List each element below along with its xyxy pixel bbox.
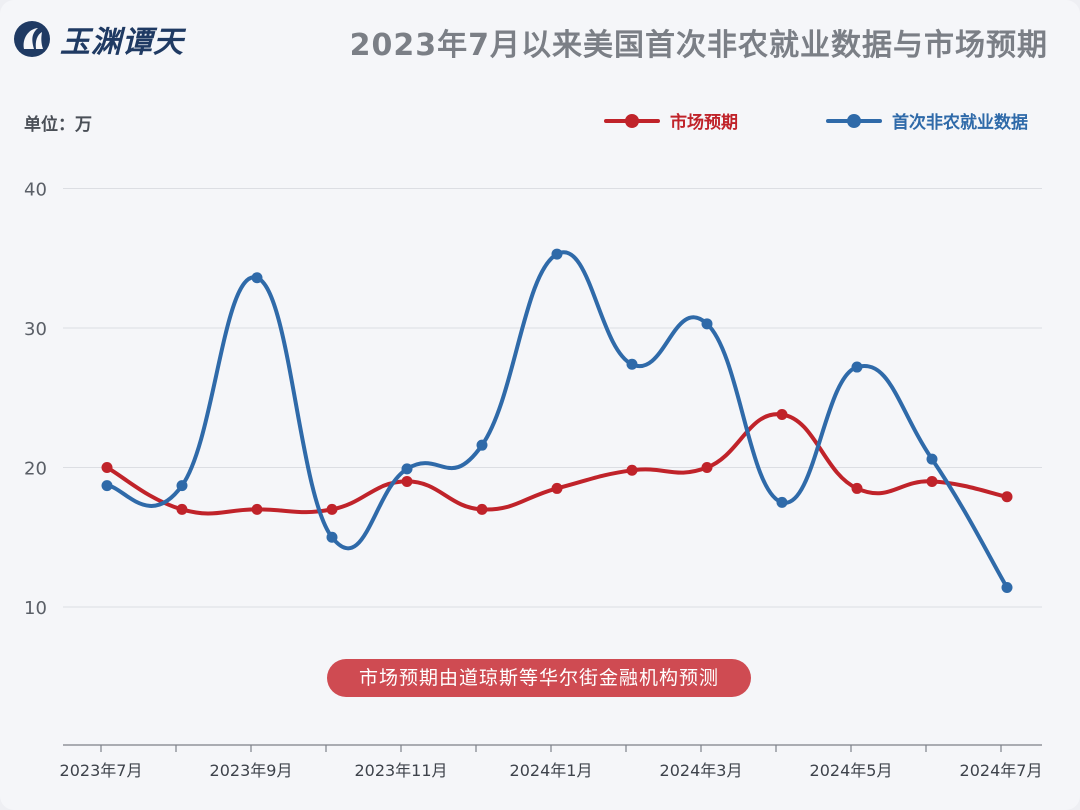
data-point-actual (326, 531, 338, 543)
x-tick-label: 2023年9月 (210, 761, 293, 780)
y-tick-label: 10 (24, 598, 47, 619)
legend-item-actual: 首次非农就业数据 (826, 108, 1028, 133)
data-point-expect (326, 503, 338, 515)
data-point-actual (851, 361, 863, 373)
data-point-actual (176, 480, 188, 492)
data-point-expect (926, 475, 938, 487)
data-point-expect (101, 462, 113, 473)
legend-swatch-expect (604, 113, 660, 128)
data-point-expect (851, 482, 863, 494)
chart-title: 2023年7月以来美国首次非农就业数据与市场预期 (349, 28, 1048, 63)
series-line-expect (105, 412, 1009, 516)
data-point-expect (776, 408, 788, 420)
x-tick-label: 2024年7月 (960, 761, 1043, 780)
y-tick-label: 30 (24, 319, 47, 340)
x-tick-label: 2023年7月 (60, 761, 143, 780)
data-point-actual (626, 358, 638, 370)
y-tick-label: 20 (24, 459, 47, 480)
data-point-actual (1001, 581, 1013, 593)
brand-name: 玉渊谭天 (60, 25, 184, 60)
data-point-actual (926, 453, 938, 465)
unit-label: 单位：万 (24, 115, 92, 135)
data-point-expect (701, 462, 713, 473)
data-point-actual (101, 480, 113, 492)
data-point-expect (476, 503, 488, 515)
brand-emblem-icon (14, 21, 50, 57)
source-note: 市场预期由道琼斯等华尔街金融机构预测 (327, 659, 751, 697)
x-tick-label: 2023年11月 (354, 761, 447, 780)
series-points (101, 248, 1013, 593)
x-axis: 2023年7月 2023年9月 2023年11月 2024年1月 2024年3月 2024… (60, 744, 1043, 780)
legend-swatch-actual (826, 113, 882, 128)
data-point-actual (251, 272, 263, 284)
data-point-actual (401, 463, 413, 475)
data-point-expect (626, 464, 638, 476)
data-point-actual (701, 318, 713, 330)
legend-label-actual: 首次非农就业数据 (892, 113, 1028, 133)
x-tick-label: 2024年5月 (810, 761, 893, 780)
x-tick-label: 2024年3月 (660, 761, 743, 780)
x-tick-label: 2024年1月 (510, 761, 593, 780)
data-point-expect (1001, 491, 1013, 503)
legend-item-expect: 市场预期 (604, 108, 738, 133)
y-tick-label: 40 (24, 180, 47, 201)
legend-label-expect: 市场预期 (670, 113, 738, 133)
data-point-expect (401, 475, 413, 487)
series-line-actual (105, 250, 1009, 590)
brand-logo: 玉渊谭天 (12, 18, 184, 60)
data-point-expect (551, 482, 563, 494)
data-point-actual (551, 248, 563, 260)
data-point-actual (476, 439, 488, 451)
data-point-actual (776, 496, 788, 508)
y-axis-ticks: 10 20 30 40 (24, 180, 47, 620)
series-lines (105, 250, 1009, 590)
data-point-expect (176, 503, 188, 515)
data-point-expect (251, 503, 263, 515)
